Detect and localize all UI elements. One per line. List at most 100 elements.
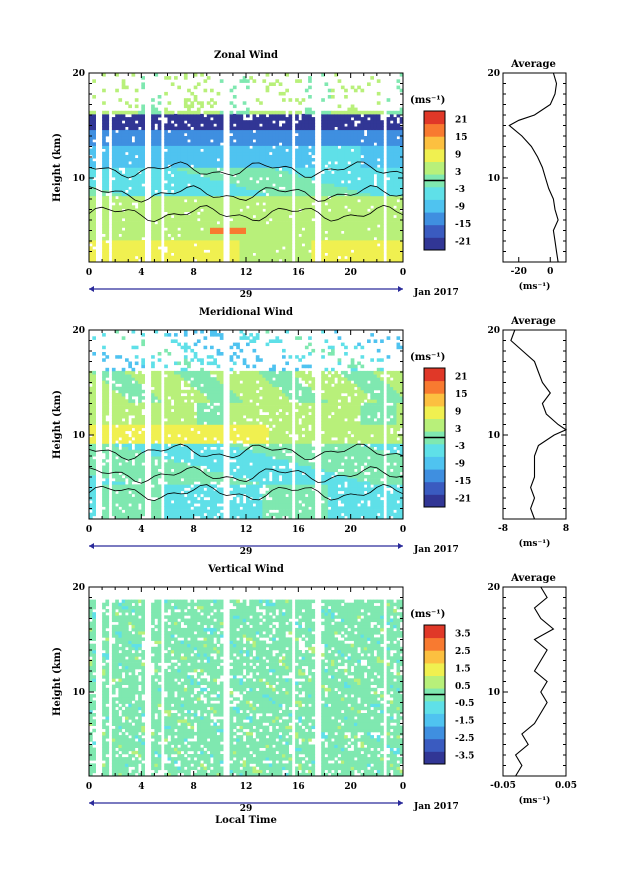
heatmap-cell (216, 186, 221, 190)
heatmap-cell (275, 217, 280, 222)
heatmap-cell (167, 221, 172, 225)
heatmap-cell (92, 493, 96, 498)
heatmap-cell (141, 258, 145, 263)
heatmap-cell (236, 211, 240, 216)
heatmap-cell (213, 230, 217, 234)
heatmap-cell (301, 249, 306, 253)
heatmap-cell (105, 230, 110, 234)
heatmap-cell (193, 151, 198, 156)
heatmap-cell (288, 224, 293, 228)
heatmap-cell (363, 151, 368, 156)
heatmap-cell (265, 233, 270, 238)
heatmap-cell (170, 462, 175, 466)
heatmap-cell (92, 509, 96, 514)
heatmap-cell (196, 117, 201, 121)
heatmap-cell (396, 139, 401, 143)
heatmap-cell (357, 240, 361, 244)
heatmap-cell (360, 189, 365, 194)
heatmap-cell (347, 107, 352, 112)
heatmap-cell (246, 120, 250, 124)
heatmap-cell (386, 211, 391, 216)
heatmap-cell (357, 126, 361, 131)
heatmap-cell (255, 217, 260, 222)
heatmap-cell (213, 151, 217, 156)
heatmap-cell (174, 199, 178, 203)
heatmap-cell (164, 107, 168, 112)
heatmap-cell (301, 236, 306, 241)
heatmap-cell (376, 236, 381, 241)
heatmap-cell (118, 117, 123, 121)
heatmap-cell (331, 126, 335, 131)
heatmap-cell (295, 217, 299, 222)
heatmap-cell (255, 142, 260, 146)
heatmap-cell (102, 227, 106, 231)
heatmap-cell (167, 380, 172, 384)
heatmap-cell (131, 161, 136, 165)
heatmap-cell (344, 164, 348, 168)
heatmap-cell (337, 230, 342, 234)
heatmap-cell (363, 217, 368, 222)
heatmap-cell (262, 224, 267, 228)
heatmap-cell (389, 199, 394, 203)
heatmap-cell (102, 230, 106, 234)
heatmap-cell (393, 224, 397, 228)
heatmap-cell (288, 233, 293, 238)
heatmap-cell (399, 202, 404, 206)
heatmap-cell (331, 154, 335, 159)
heatmap-cell (105, 180, 110, 184)
heatmap-cell (249, 183, 253, 187)
heatmap-cell (340, 243, 345, 247)
heatmap-cell (229, 199, 234, 203)
heatmap-cell (125, 512, 129, 517)
heatmap-cell (386, 154, 391, 159)
heatmap-cell (180, 195, 185, 200)
heatmap-cell (389, 202, 394, 206)
heatmap-cell (275, 255, 280, 260)
heatmap-cell (134, 136, 139, 140)
heatmap-cell (125, 415, 129, 419)
heatmap-cell (380, 142, 384, 146)
heatmap-cell (246, 110, 250, 115)
heatmap-cell (386, 142, 391, 146)
heatmap-cell (134, 462, 139, 466)
heatmap-cell (301, 240, 306, 244)
heatmap-cell (200, 211, 204, 216)
heatmap-cell (268, 113, 273, 118)
heatmap-cell (102, 471, 106, 476)
heatmap-cell (131, 465, 136, 469)
heatmap-cell (102, 249, 106, 253)
heatmap-cell (373, 252, 378, 257)
heatmap-cell (157, 512, 162, 517)
heatmap-cell (232, 233, 237, 238)
heatmap-cell (340, 85, 345, 90)
heatmap-cell (321, 208, 325, 212)
heatmap-cell (138, 493, 142, 498)
heatmap-cell (125, 129, 129, 134)
heatmap-cell (367, 217, 371, 222)
heatmap-cell (331, 208, 335, 212)
heatmap-cell (203, 161, 208, 165)
heatmap-cell (229, 230, 234, 234)
heatmap-cell (370, 211, 374, 216)
heatmap-cell (282, 243, 286, 247)
heatmap-cell (115, 136, 119, 140)
heatmap-cell (219, 249, 224, 253)
heatmap-cell (324, 154, 329, 159)
heatmap-cell (187, 202, 191, 206)
heatmap-cell (170, 459, 175, 463)
heatmap-cell (206, 255, 211, 260)
heatmap-cell (105, 512, 110, 517)
heatmap-cell (373, 208, 378, 212)
heatmap-cell (134, 236, 139, 241)
heatmap-cell (164, 214, 168, 219)
heatmap-cell (272, 186, 276, 190)
heatmap-cell (92, 440, 96, 444)
heatmap-cell (134, 471, 139, 476)
heatmap-cell (206, 136, 211, 140)
heatmap-cell (236, 214, 240, 219)
heatmap-cell (331, 161, 335, 165)
heatmap-cell (183, 148, 188, 153)
heatmap-cell (138, 389, 142, 394)
heatmap-cell (236, 240, 240, 244)
